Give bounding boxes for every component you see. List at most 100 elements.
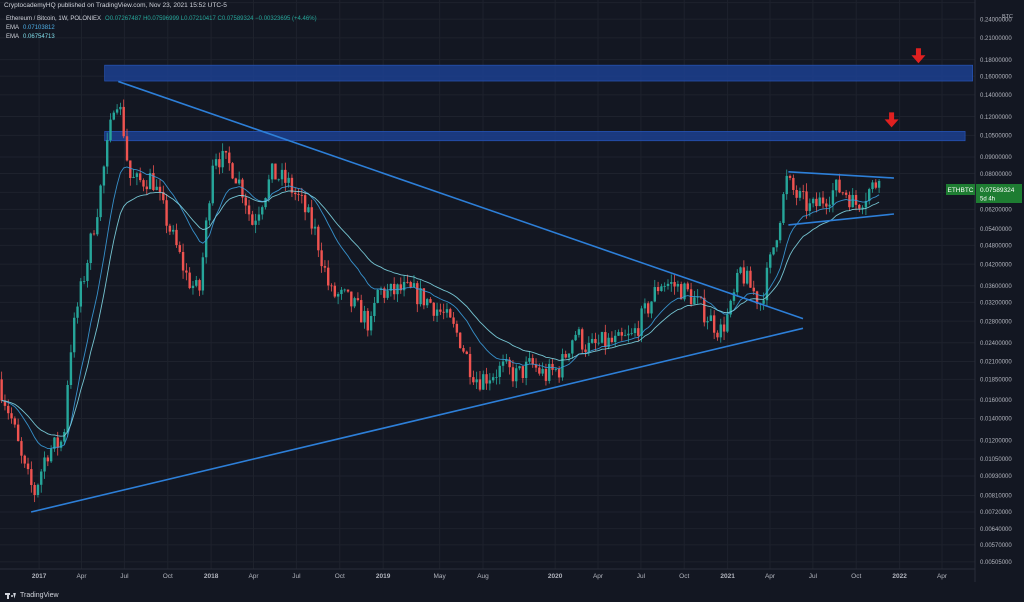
candle-body bbox=[607, 337, 610, 348]
candle-body bbox=[693, 297, 696, 305]
price-tick-label: 0.06200000 bbox=[980, 208, 1012, 214]
candle-body bbox=[145, 186, 148, 190]
candle-body bbox=[333, 285, 337, 297]
candle-body bbox=[343, 289, 346, 291]
candle-body bbox=[703, 297, 706, 323]
candle-body bbox=[92, 233, 96, 235]
candle-body bbox=[815, 198, 818, 207]
candle-body bbox=[524, 361, 528, 378]
candle-body bbox=[168, 225, 172, 232]
publish-info: CryptocademyHQ published on TradingView.… bbox=[4, 2, 227, 9]
candle-body bbox=[805, 191, 808, 211]
candle-body bbox=[106, 140, 109, 167]
price-tick-label: 0.14000000 bbox=[980, 93, 1012, 99]
price-tag-box bbox=[976, 184, 1022, 203]
candle-body bbox=[63, 431, 66, 442]
candle-body bbox=[218, 159, 221, 168]
legend-ema2-value: 0.06754713 bbox=[23, 34, 55, 40]
candle-body bbox=[264, 198, 267, 208]
price-tick-label: 0.03200000 bbox=[980, 301, 1012, 307]
candle-body bbox=[508, 359, 511, 368]
candle-body bbox=[224, 150, 228, 153]
candle-body bbox=[468, 353, 472, 378]
price-tag-symbol: ETHBTC bbox=[948, 187, 974, 194]
price-tick-label: 0.00720000 bbox=[980, 510, 1012, 516]
candle-body bbox=[178, 245, 181, 252]
candle-body bbox=[445, 309, 449, 313]
candle-body bbox=[620, 332, 624, 336]
tradingview-brand[interactable]: TradingView bbox=[5, 592, 59, 599]
time-tick-label: Jul bbox=[637, 573, 646, 580]
price-tick-label: 0.00810000 bbox=[980, 494, 1012, 500]
candle-body bbox=[138, 173, 142, 181]
legend-ema1-row[interactable]: EMA 0.07103812 bbox=[6, 24, 317, 33]
candle-body bbox=[716, 332, 719, 338]
candle-body bbox=[795, 189, 798, 198]
candle-body bbox=[310, 207, 313, 229]
price-tick-label: 0.02400000 bbox=[980, 341, 1012, 347]
candle-body bbox=[574, 334, 577, 341]
candle-body bbox=[360, 300, 363, 323]
candle-body bbox=[416, 283, 419, 305]
candle-body bbox=[125, 136, 129, 161]
candle-body bbox=[129, 160, 132, 179]
candle-body bbox=[290, 177, 294, 193]
candle-body bbox=[369, 315, 373, 331]
candle-body bbox=[745, 270, 749, 284]
candle-body bbox=[303, 195, 307, 213]
time-tick-label: 2021 bbox=[720, 573, 735, 580]
legend-symbol[interactable]: Ethereum / Bitcoin, 1W, POLONIEX bbox=[6, 16, 102, 22]
candle-body bbox=[841, 192, 845, 194]
candle-body bbox=[838, 179, 841, 193]
candle-body bbox=[567, 353, 571, 358]
candle-body bbox=[274, 163, 277, 180]
candle-body bbox=[762, 300, 765, 304]
candle-body bbox=[712, 315, 716, 333]
candle-body bbox=[89, 233, 92, 264]
price-tick-label: 0.01050000 bbox=[980, 457, 1012, 463]
candle-body bbox=[284, 169, 287, 183]
candle-body bbox=[844, 192, 848, 195]
candle-body bbox=[185, 270, 188, 273]
candle-body bbox=[604, 332, 607, 348]
candle-body bbox=[69, 352, 73, 385]
candle-body bbox=[112, 112, 116, 120]
tradingview-brand-text: TradingView bbox=[20, 592, 59, 599]
candle-body bbox=[399, 284, 402, 291]
legend-ema1-value: 0.07103812 bbox=[23, 25, 55, 31]
candle-body bbox=[584, 349, 587, 352]
candle-body bbox=[247, 205, 251, 215]
price-axis[interactable]: 0.24000000 0.21000000 0.18000000 0.16000000… bbox=[974, 0, 1013, 582]
candle-body bbox=[755, 291, 759, 304]
candle-body bbox=[59, 441, 63, 448]
candle-body bbox=[442, 311, 445, 313]
candle-body bbox=[135, 173, 139, 177]
candle-body bbox=[785, 175, 788, 195]
candle-body bbox=[861, 207, 864, 209]
candle-body bbox=[868, 189, 871, 201]
candle-body bbox=[462, 348, 465, 352]
trendline-3 bbox=[788, 213, 895, 226]
legend-ema2-row[interactable]: EMA 0.06754713 bbox=[6, 33, 317, 42]
candle-body bbox=[851, 194, 854, 208]
candle-body bbox=[3, 400, 7, 406]
candle-body bbox=[356, 298, 360, 301]
candle-body bbox=[749, 270, 752, 288]
price-tick-label: 0.01400000 bbox=[980, 417, 1012, 423]
candle-body bbox=[600, 332, 604, 343]
candle-body bbox=[686, 283, 689, 290]
candle-body bbox=[350, 291, 353, 307]
trendline-0 bbox=[118, 80, 804, 320]
candle-body bbox=[204, 220, 208, 258]
candle-body bbox=[30, 469, 33, 486]
candle-body bbox=[231, 163, 234, 179]
candle-body bbox=[666, 283, 670, 286]
candle-body bbox=[515, 368, 518, 382]
candle-body bbox=[594, 338, 597, 344]
candle-body bbox=[541, 368, 544, 374]
time-axis[interactable]: 2017 Apr Jul Oct 2018 Apr Jul Oct 2019 May Aug 2020… bbox=[0, 568, 975, 580]
candle-body bbox=[36, 484, 40, 496]
candle-body bbox=[798, 191, 802, 198]
arrow-annotations bbox=[884, 48, 926, 128]
